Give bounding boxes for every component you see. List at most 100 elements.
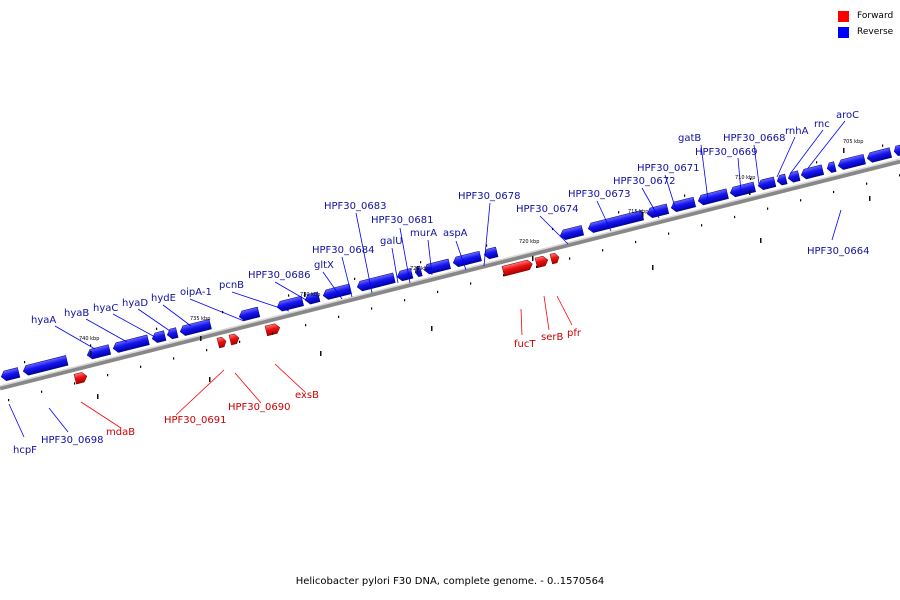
gene-label[interactable]: hcpF [13,445,37,456]
axis-dot [767,207,769,210]
gene-label[interactable]: gatB [678,133,701,144]
reverse-gene[interactable] [837,153,866,170]
reverse-gene[interactable] [646,203,670,219]
axis-dot [272,332,274,335]
reverse-gene[interactable] [423,258,451,275]
leader-line [112,313,156,338]
reverse-gene[interactable] [356,272,396,292]
gene-label[interactable]: HPF30_0684 [312,245,374,256]
axis-tick [304,292,306,297]
legend-label: Reverse [857,27,894,37]
reverse-gene[interactable] [151,330,167,344]
leader-line [543,295,550,331]
gene-label[interactable]: pfr [567,328,582,339]
gene-label[interactable]: HPF30_0664 [807,246,869,257]
leader-line [54,325,96,350]
reverse-gene[interactable] [166,327,179,340]
reverse-gene[interactable] [670,196,697,213]
gene-label[interactable]: galU [380,236,403,247]
gene-label[interactable]: HPF30_0683 [324,201,386,212]
forward-gene[interactable] [264,323,281,337]
reverse-swatch [838,26,849,38]
gene-label[interactable]: rnhA [785,126,809,137]
axis-tick [200,336,202,341]
gene-label[interactable]: HPF30_0691 [164,415,226,426]
gene-label[interactable]: fucT [514,339,536,350]
forward-gene[interactable] [216,336,227,349]
gene-label[interactable]: murA [410,228,437,239]
gene-label[interactable]: HPF30_0674 [516,204,578,215]
reverse-gene[interactable] [787,170,801,183]
gene-label[interactable]: HPF30_0690 [228,402,290,413]
gene-label[interactable]: aspA [443,228,468,239]
reverse-gene[interactable] [238,306,261,322]
reverse-gene[interactable] [893,144,900,157]
leader-line [700,144,709,201]
reverse-gene[interactable] [22,355,69,376]
forward-labels: mdaB HPF30_0691 HPF30_0690 exsB fucT ser… [106,328,582,438]
reverse-gene[interactable] [483,246,499,260]
tick-label: 730 kbp [300,292,320,298]
reverse-gene[interactable] [414,265,423,277]
gene-label[interactable]: HPF30_0671 [637,163,699,174]
gene-label[interactable]: rnc [814,119,830,130]
gene-label[interactable]: HPF30_0686 [248,270,310,281]
leader-line [831,209,842,241]
leader-line [556,295,573,326]
leader-line [455,240,467,271]
gene-label[interactable]: pcnB [219,280,244,291]
reverse-gene[interactable] [800,164,825,180]
forward-gene[interactable] [228,333,240,346]
reverse-gene[interactable] [587,209,645,233]
axis-dot [635,240,637,244]
gene-label[interactable]: HPF30_0669 [695,147,757,158]
axis-dot [107,374,109,377]
reverse-gene[interactable] [452,250,482,268]
reverse-gene[interactable] [729,181,756,198]
reverse-gene[interactable] [276,295,304,312]
gene-label[interactable]: HPF30_0678 [458,191,520,202]
gene-label[interactable]: hyaD [122,298,148,309]
gene-label[interactable]: serB [541,332,563,343]
axis-tick [431,326,433,331]
gene-label[interactable]: aroC [836,110,859,121]
gene-label[interactable]: gltX [314,260,334,271]
axis-dot [288,294,290,297]
leader-line [807,120,846,169]
gene-label[interactable]: HPF30_0668 [723,133,785,144]
axis-tick [642,212,644,217]
gene-label[interactable]: HPF30_0698 [41,435,103,446]
leader-line [520,308,523,336]
reverse-gene[interactable] [697,188,729,206]
forward-gene[interactable] [73,371,88,385]
gene-label[interactable]: hyaB [64,308,89,319]
gene-label[interactable]: HPF30_0673 [568,189,630,200]
gene-label[interactable]: hyaA [31,315,56,326]
genome-axis [0,158,900,391]
reverse-gene[interactable] [866,147,893,164]
reverse-gene[interactable] [86,344,112,360]
gene-label[interactable]: oipA-1 [180,287,212,298]
leader-line [391,247,399,284]
forward-gene[interactable] [549,252,560,265]
gene-label[interactable]: hydE [151,293,176,304]
reverse-gene[interactable] [757,176,777,191]
axis-tick [652,265,654,270]
axis-dot [750,177,752,181]
axis-tick [209,377,211,382]
reverse-gene[interactable] [179,318,212,336]
reverse-gene[interactable] [0,367,21,382]
axis-dot [503,274,505,277]
leader-line [664,174,677,211]
axis-tick [843,148,845,153]
reverse-gene[interactable] [776,173,788,186]
reverse-gene[interactable] [559,225,585,240]
gene-label[interactable]: mdaB [106,427,135,438]
gene-label[interactable]: HPF30_0672 [613,176,675,187]
gene-features [0,144,900,385]
gene-label[interactable]: exsB [295,390,319,401]
reverse-gene[interactable] [826,161,837,174]
reverse-gene[interactable] [112,334,150,354]
gene-label[interactable]: HPF30_0681 [371,215,433,226]
gene-label[interactable]: hyaC [93,303,118,314]
